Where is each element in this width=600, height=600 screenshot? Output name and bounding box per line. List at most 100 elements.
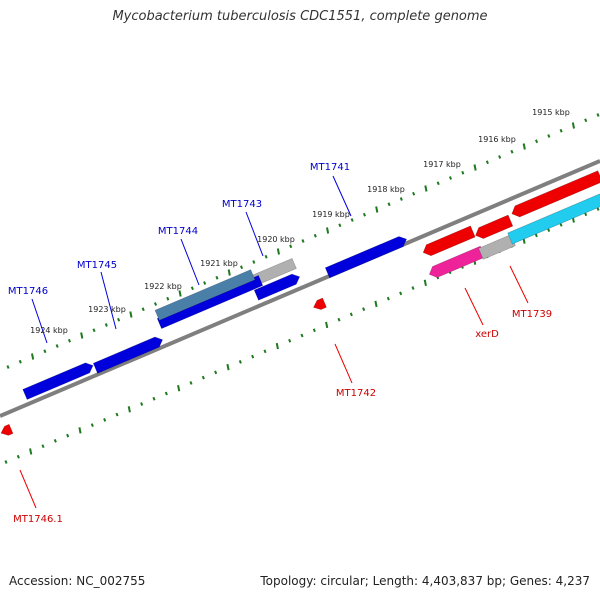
backbone-line [0, 159, 600, 418]
scale-tick [117, 317, 121, 322]
gene-mt1739-shape [507, 193, 600, 245]
scale-tick [92, 328, 96, 333]
scale-tick [252, 260, 256, 264]
gene-mt1739-red-2-shape [511, 170, 600, 218]
scale-label: 1918 kbp [367, 185, 405, 194]
scale-tick [399, 291, 403, 296]
scale-tick [164, 391, 168, 396]
gene-label-reverse: MT1746.1 [13, 514, 63, 525]
scale-ticks-upper [6, 113, 600, 369]
scale-tick [571, 122, 575, 129]
scale-tick [4, 460, 8, 464]
scale-tick [215, 275, 219, 280]
scale-tick [386, 296, 390, 301]
scale-tick [251, 354, 255, 359]
scale-tick [201, 375, 205, 380]
gene-mt1742-shape [313, 297, 327, 310]
scale-tick [448, 176, 453, 180]
scale-tick [412, 191, 416, 196]
scale-tick [226, 363, 230, 371]
gene-label-forward: MT1745 [77, 260, 117, 271]
scale-tick [127, 406, 131, 413]
scale-tick [312, 328, 316, 333]
label-leader-lines [19, 175, 529, 509]
scale-tick [362, 307, 366, 312]
scale-tick [90, 423, 94, 427]
scale-tick [55, 344, 59, 348]
scale-label: 1920 kbp [257, 235, 295, 244]
scale-tick [153, 302, 158, 306]
scale-tick [6, 365, 10, 369]
scale-tick [399, 197, 403, 201]
scale-tick [152, 396, 156, 401]
genome-backbone [0, 159, 600, 418]
scale-tick [522, 143, 526, 150]
gene-mt1739-red [475, 214, 514, 239]
scale-tick [53, 439, 57, 443]
gene-mt1746-1 [0, 423, 14, 436]
scale-tick [461, 170, 465, 175]
gene-label-reverse: MT1739 [512, 309, 552, 320]
scale-tick [498, 155, 502, 159]
leader-line [19, 469, 37, 509]
gene-gray-small [478, 234, 516, 260]
scale-tick [104, 323, 108, 327]
scale-tick [424, 185, 428, 192]
scale-tick [485, 160, 489, 165]
scale-tick [350, 218, 354, 222]
scale-tick [178, 290, 182, 297]
gene-label-forward: MT1741 [310, 162, 350, 173]
gene-mt1744 [154, 269, 256, 321]
gene-mt1741-shape [324, 236, 407, 279]
gene-mt1745-shape [92, 336, 164, 374]
scale-tick [510, 149, 514, 154]
scale-tick [166, 296, 170, 301]
gene-features [0, 170, 600, 436]
scale-tick [66, 433, 70, 438]
scale-tick [375, 206, 379, 213]
scale-tick [374, 300, 378, 308]
topology-summary: Topology: circular; Length: 4,403,837 bp… [260, 574, 590, 588]
scale-tick [41, 444, 45, 449]
scale-tick [325, 321, 329, 329]
gene-mt1742 [313, 297, 327, 310]
scale-tick [264, 254, 268, 259]
scale-tick [337, 317, 341, 322]
gene-label-forward: MT1746 [8, 286, 48, 297]
leader-line [100, 271, 117, 330]
gene-mt1746 [22, 362, 94, 400]
scale-label: 1917 kbp [423, 160, 461, 169]
scale-tick [238, 359, 242, 364]
scale-tick [240, 265, 244, 270]
scale-tick [31, 353, 35, 360]
scale-tick [177, 385, 181, 392]
scale-tick [289, 244, 293, 249]
gene-label-reverse: xerD [475, 329, 499, 340]
gene-mt1739 [507, 193, 600, 245]
scale-tick [423, 279, 427, 286]
scale-tick [227, 269, 231, 276]
scale-tick [547, 228, 551, 232]
scale-tick [387, 202, 391, 207]
scale-tick [362, 212, 366, 217]
scale-tick [313, 233, 317, 238]
scale-tick [596, 113, 600, 117]
scale-tick [473, 164, 477, 171]
scale-tick [263, 349, 267, 354]
scale-tick [301, 239, 305, 243]
scale-tick [584, 212, 588, 217]
gene-label-forward: MT1743 [222, 199, 262, 210]
scale-tick [275, 342, 279, 350]
scale-tick [559, 222, 563, 227]
scale-label: 1921 kbp [200, 259, 238, 268]
leader-line [464, 287, 484, 326]
scale-tick [288, 338, 292, 343]
scale-tick [129, 311, 133, 318]
leader-line [334, 343, 353, 384]
gene-mt1741 [324, 236, 407, 279]
scale-labels: 1915 kbp 1916 kbp 1917 kbp 1918 kbp 1919 kbp… [30, 108, 570, 335]
scale-tick [203, 281, 207, 285]
gene-mt1746-1-shape [0, 423, 14, 436]
gene-mt1743-lower [253, 273, 301, 301]
